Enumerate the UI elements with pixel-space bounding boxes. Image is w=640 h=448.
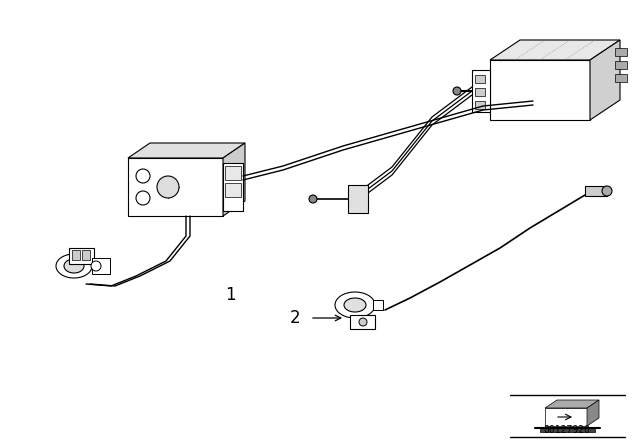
Bar: [475, 101, 485, 109]
Circle shape: [309, 195, 317, 203]
Bar: [92, 258, 110, 274]
Bar: [615, 74, 627, 82]
Circle shape: [157, 176, 179, 198]
Bar: [82, 250, 90, 260]
Polygon shape: [545, 408, 587, 426]
Polygon shape: [587, 400, 599, 426]
Bar: [223, 163, 243, 211]
Polygon shape: [490, 40, 620, 60]
Polygon shape: [590, 40, 620, 120]
Polygon shape: [128, 158, 223, 216]
Polygon shape: [64, 259, 84, 273]
Bar: [615, 48, 627, 56]
Bar: [472, 70, 490, 112]
Circle shape: [136, 191, 150, 205]
Bar: [475, 88, 485, 96]
Text: 00127920: 00127920: [543, 425, 591, 435]
Circle shape: [136, 169, 150, 183]
Polygon shape: [545, 400, 599, 408]
Bar: [72, 250, 80, 260]
Polygon shape: [344, 298, 366, 312]
Circle shape: [453, 87, 461, 95]
Polygon shape: [490, 60, 590, 120]
Bar: [69, 248, 94, 264]
Polygon shape: [223, 143, 245, 216]
Polygon shape: [335, 292, 375, 318]
Polygon shape: [540, 428, 595, 432]
Text: 1: 1: [225, 286, 236, 304]
Bar: [585, 186, 607, 196]
Polygon shape: [56, 254, 92, 278]
Bar: [225, 166, 241, 180]
Polygon shape: [128, 143, 245, 158]
Bar: [225, 183, 241, 197]
Bar: [348, 185, 368, 213]
Bar: [373, 300, 383, 310]
Bar: [615, 61, 627, 69]
Circle shape: [359, 318, 367, 326]
Bar: [350, 315, 375, 329]
Circle shape: [602, 186, 612, 196]
Circle shape: [91, 261, 101, 271]
Text: 2: 2: [290, 309, 300, 327]
Bar: [475, 75, 485, 83]
